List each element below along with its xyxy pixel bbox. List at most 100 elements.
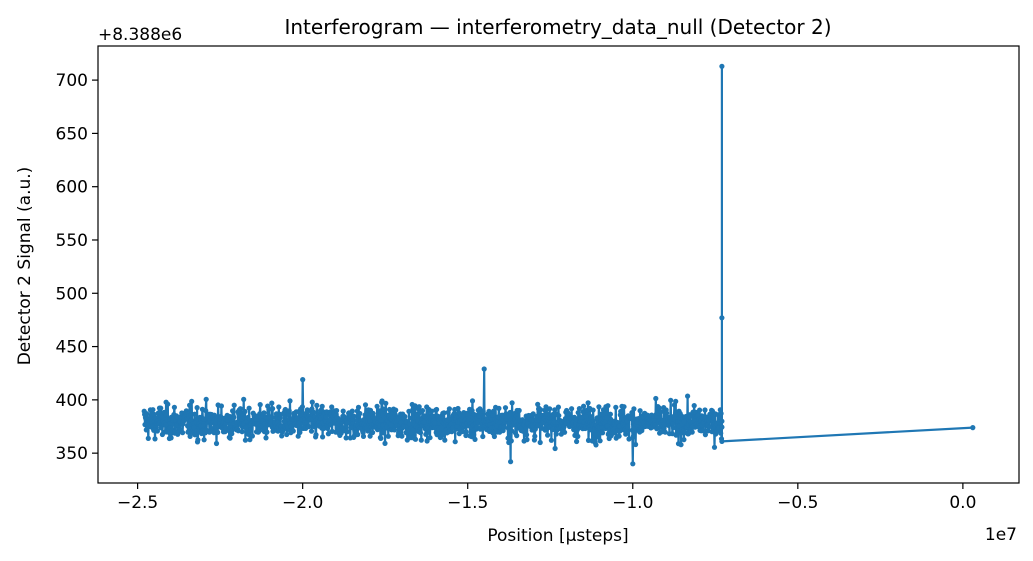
data-point (700, 428, 706, 434)
data-point (402, 413, 408, 420)
plot-frame (97, 45, 1020, 484)
data-point (480, 408, 486, 414)
data-point (158, 405, 164, 411)
data-point (719, 63, 725, 69)
data-point (449, 429, 455, 435)
data-point (514, 433, 520, 439)
data-point (168, 435, 174, 441)
data-point (270, 406, 276, 412)
data-point (687, 414, 693, 420)
y-tick-label: 400 (56, 391, 88, 411)
x-axis-label: Position [µsteps] (487, 526, 628, 546)
x-tick-label: −1.5 (447, 493, 488, 513)
data-point (246, 405, 252, 411)
data-point (575, 410, 581, 416)
data-point (313, 432, 319, 438)
data-point (185, 429, 191, 435)
data-point (538, 407, 544, 413)
data-point (681, 437, 687, 443)
data-point (299, 404, 305, 410)
data-point (681, 418, 687, 425)
data-point (496, 405, 502, 411)
data-point (357, 410, 363, 417)
data-point (491, 433, 497, 440)
data-point (401, 423, 407, 429)
data-point (581, 403, 587, 409)
data-point (257, 402, 263, 408)
data-point (256, 428, 262, 434)
data-point (452, 439, 458, 445)
data-point (227, 435, 233, 441)
data-point (309, 399, 315, 405)
x-tick-label: −0.5 (777, 493, 818, 513)
data-point (379, 430, 386, 436)
data-point (653, 395, 659, 402)
data-point (412, 436, 419, 442)
data-point (523, 425, 529, 431)
data-point (290, 428, 296, 434)
data-point (306, 424, 312, 430)
data-point (508, 438, 514, 444)
data-point (545, 432, 551, 438)
data-point (697, 407, 703, 413)
data-point (535, 401, 541, 407)
data-point (630, 461, 636, 467)
data-point (719, 424, 725, 430)
data-point (508, 459, 514, 465)
data-point (711, 415, 717, 421)
data-point (152, 436, 158, 442)
plot-area (97, 45, 1020, 484)
data-point (673, 432, 679, 438)
data-point (287, 398, 293, 404)
data-point (422, 413, 428, 419)
data-point (355, 431, 361, 438)
data-point (670, 420, 676, 426)
data-point (348, 425, 354, 431)
data-point (154, 428, 160, 434)
data-point (231, 414, 237, 420)
data-point (531, 437, 538, 443)
data-point (406, 408, 412, 414)
data-point (393, 407, 399, 413)
data-point (711, 444, 718, 450)
data-point (263, 435, 269, 441)
data-point (702, 432, 709, 438)
data-point (472, 436, 478, 442)
data-point (574, 438, 580, 445)
data-point (237, 406, 243, 412)
data-point (144, 411, 150, 417)
y-tick-label: 450 (56, 338, 88, 358)
data-point (192, 411, 198, 417)
data-point (718, 410, 724, 417)
data-point (621, 404, 627, 410)
y-axis-label: Detector 2 Signal (a.u.) (15, 167, 35, 366)
data-point (150, 407, 156, 413)
data-point (264, 429, 270, 435)
data-point (625, 424, 631, 430)
data-point (477, 426, 483, 432)
data-point (338, 430, 344, 436)
data-point (187, 433, 193, 439)
data-point (391, 427, 398, 433)
data-point (553, 431, 559, 437)
data-point (658, 409, 664, 415)
data-point (378, 417, 384, 423)
data-point (719, 418, 725, 424)
x-tick-label: 0.0 (949, 493, 976, 513)
data-point (671, 425, 677, 431)
data-point (719, 315, 725, 321)
data-point (208, 425, 214, 431)
data-point (488, 425, 495, 431)
data-point (279, 433, 285, 439)
y-tick-label: 700 (56, 71, 88, 91)
data-point (213, 440, 220, 447)
data-point (241, 396, 247, 402)
data-point (418, 437, 424, 443)
data-point (548, 437, 555, 443)
data-point (245, 414, 251, 421)
data-point (469, 408, 475, 414)
data-point (441, 410, 447, 416)
data-point (446, 406, 452, 412)
data-point (180, 430, 186, 436)
